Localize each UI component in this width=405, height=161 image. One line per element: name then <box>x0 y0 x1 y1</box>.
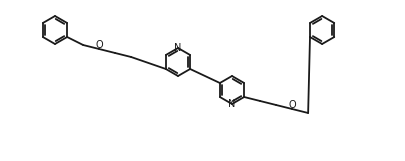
Text: O: O <box>95 40 103 50</box>
Text: N: N <box>228 99 235 109</box>
Text: O: O <box>288 100 295 110</box>
Text: N: N <box>174 43 181 53</box>
